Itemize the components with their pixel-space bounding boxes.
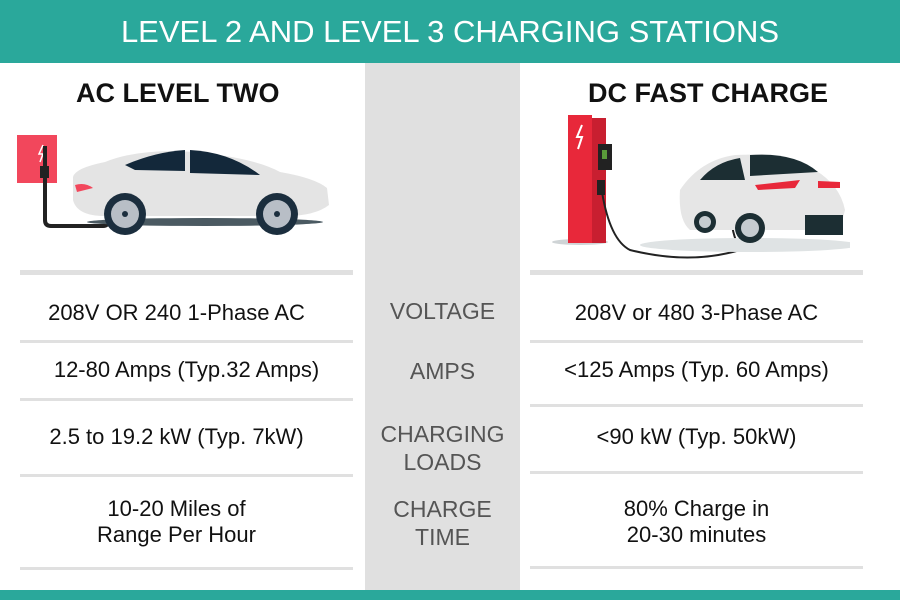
label-charging-loads: CHARGING LOADS xyxy=(380,421,505,475)
divider xyxy=(20,340,353,343)
ac-charger-car-illustration xyxy=(17,135,329,235)
divider xyxy=(20,567,353,570)
dc-charger-car-illustration xyxy=(552,115,850,259)
label-column xyxy=(365,63,520,590)
dc-charging-loads: <90 kW (Typ. 50kW) xyxy=(596,424,797,449)
divider xyxy=(530,404,863,407)
ac-charge-time: 10-20 Miles of Range Per Hour xyxy=(97,496,256,547)
divider xyxy=(20,474,353,477)
label-amps: AMPS xyxy=(409,358,476,384)
divider xyxy=(530,340,863,343)
divider xyxy=(20,270,353,275)
divider xyxy=(530,471,863,474)
dc-amps: <125 Amps (Typ. 60 Amps) xyxy=(564,357,829,382)
dc-fast-charge-title: DC FAST CHARGE xyxy=(588,78,829,108)
divider xyxy=(530,270,863,275)
ac-charging-loads: 2.5 to 19.2 kW (Typ. 7kW) xyxy=(49,424,304,449)
label-voltage: VOLTAGE xyxy=(389,298,496,324)
ac-voltage: 208V OR 240 1-Phase AC xyxy=(48,300,305,325)
ac-amps: 12-80 Amps (Typ.32 Amps) xyxy=(53,357,320,382)
page-title: LEVEL 2 AND LEVEL 3 CHARGING STATIONS xyxy=(0,0,900,63)
divider xyxy=(20,398,353,401)
dc-voltage: 208V or 480 3-Phase AC xyxy=(574,300,819,325)
label-charge-time: CHARGE TIME xyxy=(393,496,492,550)
footer-bar xyxy=(0,590,900,600)
ac-level-two-title: AC LEVEL TWO xyxy=(76,78,280,108)
divider xyxy=(530,566,863,569)
dc-charge-time: 80% Charge in 20-30 minutes xyxy=(623,496,770,547)
